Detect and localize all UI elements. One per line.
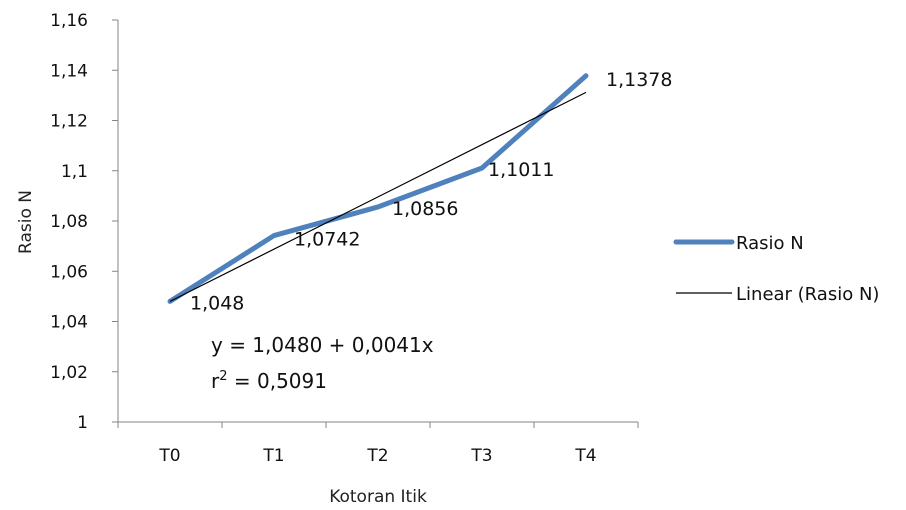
y-ticks: 1 1,02 1,04 1,06 1,08 1,1 1,12 1,14 1,16 xyxy=(50,11,118,433)
x-tick-label: T0 xyxy=(158,446,180,466)
y-tick-label: 1,06 xyxy=(50,262,88,282)
x-ticks: T0 T1 T2 T3 T4 xyxy=(118,422,638,466)
legend-label-linear-rasio-n: Linear (Rasio N) xyxy=(736,284,879,305)
r-squared-value: = 0,5091 xyxy=(228,369,327,393)
trendline-r-squared: r2 = 0,5091 xyxy=(211,369,327,393)
x-tick-label: T1 xyxy=(262,446,284,466)
data-label: 1,1378 xyxy=(606,69,672,91)
data-label: 1,0742 xyxy=(294,229,360,251)
y-tick-label: 1 xyxy=(77,413,88,433)
x-tick-label: T4 xyxy=(574,446,596,466)
x-tick-label: T3 xyxy=(470,446,492,466)
y-tick-label: 1,14 xyxy=(50,61,88,81)
x-axis-title: Kotoran Itik xyxy=(329,487,427,507)
y-tick-label: 1,1 xyxy=(61,162,88,182)
y-tick-label: 1,02 xyxy=(50,363,88,383)
plot-area: 1,048 1,0742 1,0856 1,1011 1,1378 xyxy=(170,69,672,315)
trend-line-linear-rasio-n xyxy=(170,92,586,301)
legend-label-rasio-n: Rasio N xyxy=(736,233,804,254)
legend: Rasio N Linear (Rasio N) xyxy=(676,233,879,305)
x-tick-label: T2 xyxy=(366,446,388,466)
data-label: 1,0856 xyxy=(392,198,458,220)
r-squared-superscript: 2 xyxy=(219,369,227,384)
data-label: 1,048 xyxy=(190,292,244,314)
trendline-equation: y = 1,0480 + 0,0041x xyxy=(211,333,434,357)
data-label: 1,1011 xyxy=(488,159,554,181)
y-tick-label: 1,12 xyxy=(50,112,88,132)
y-tick-label: 1,16 xyxy=(50,11,88,31)
series-line-rasio-n xyxy=(170,76,586,302)
data-labels: 1,048 1,0742 1,0856 1,1011 1,1378 xyxy=(190,69,672,315)
y-axis-title: Rasio N xyxy=(16,190,36,254)
y-tick-label: 1,04 xyxy=(50,313,88,333)
y-tick-label: 1,08 xyxy=(50,212,88,232)
